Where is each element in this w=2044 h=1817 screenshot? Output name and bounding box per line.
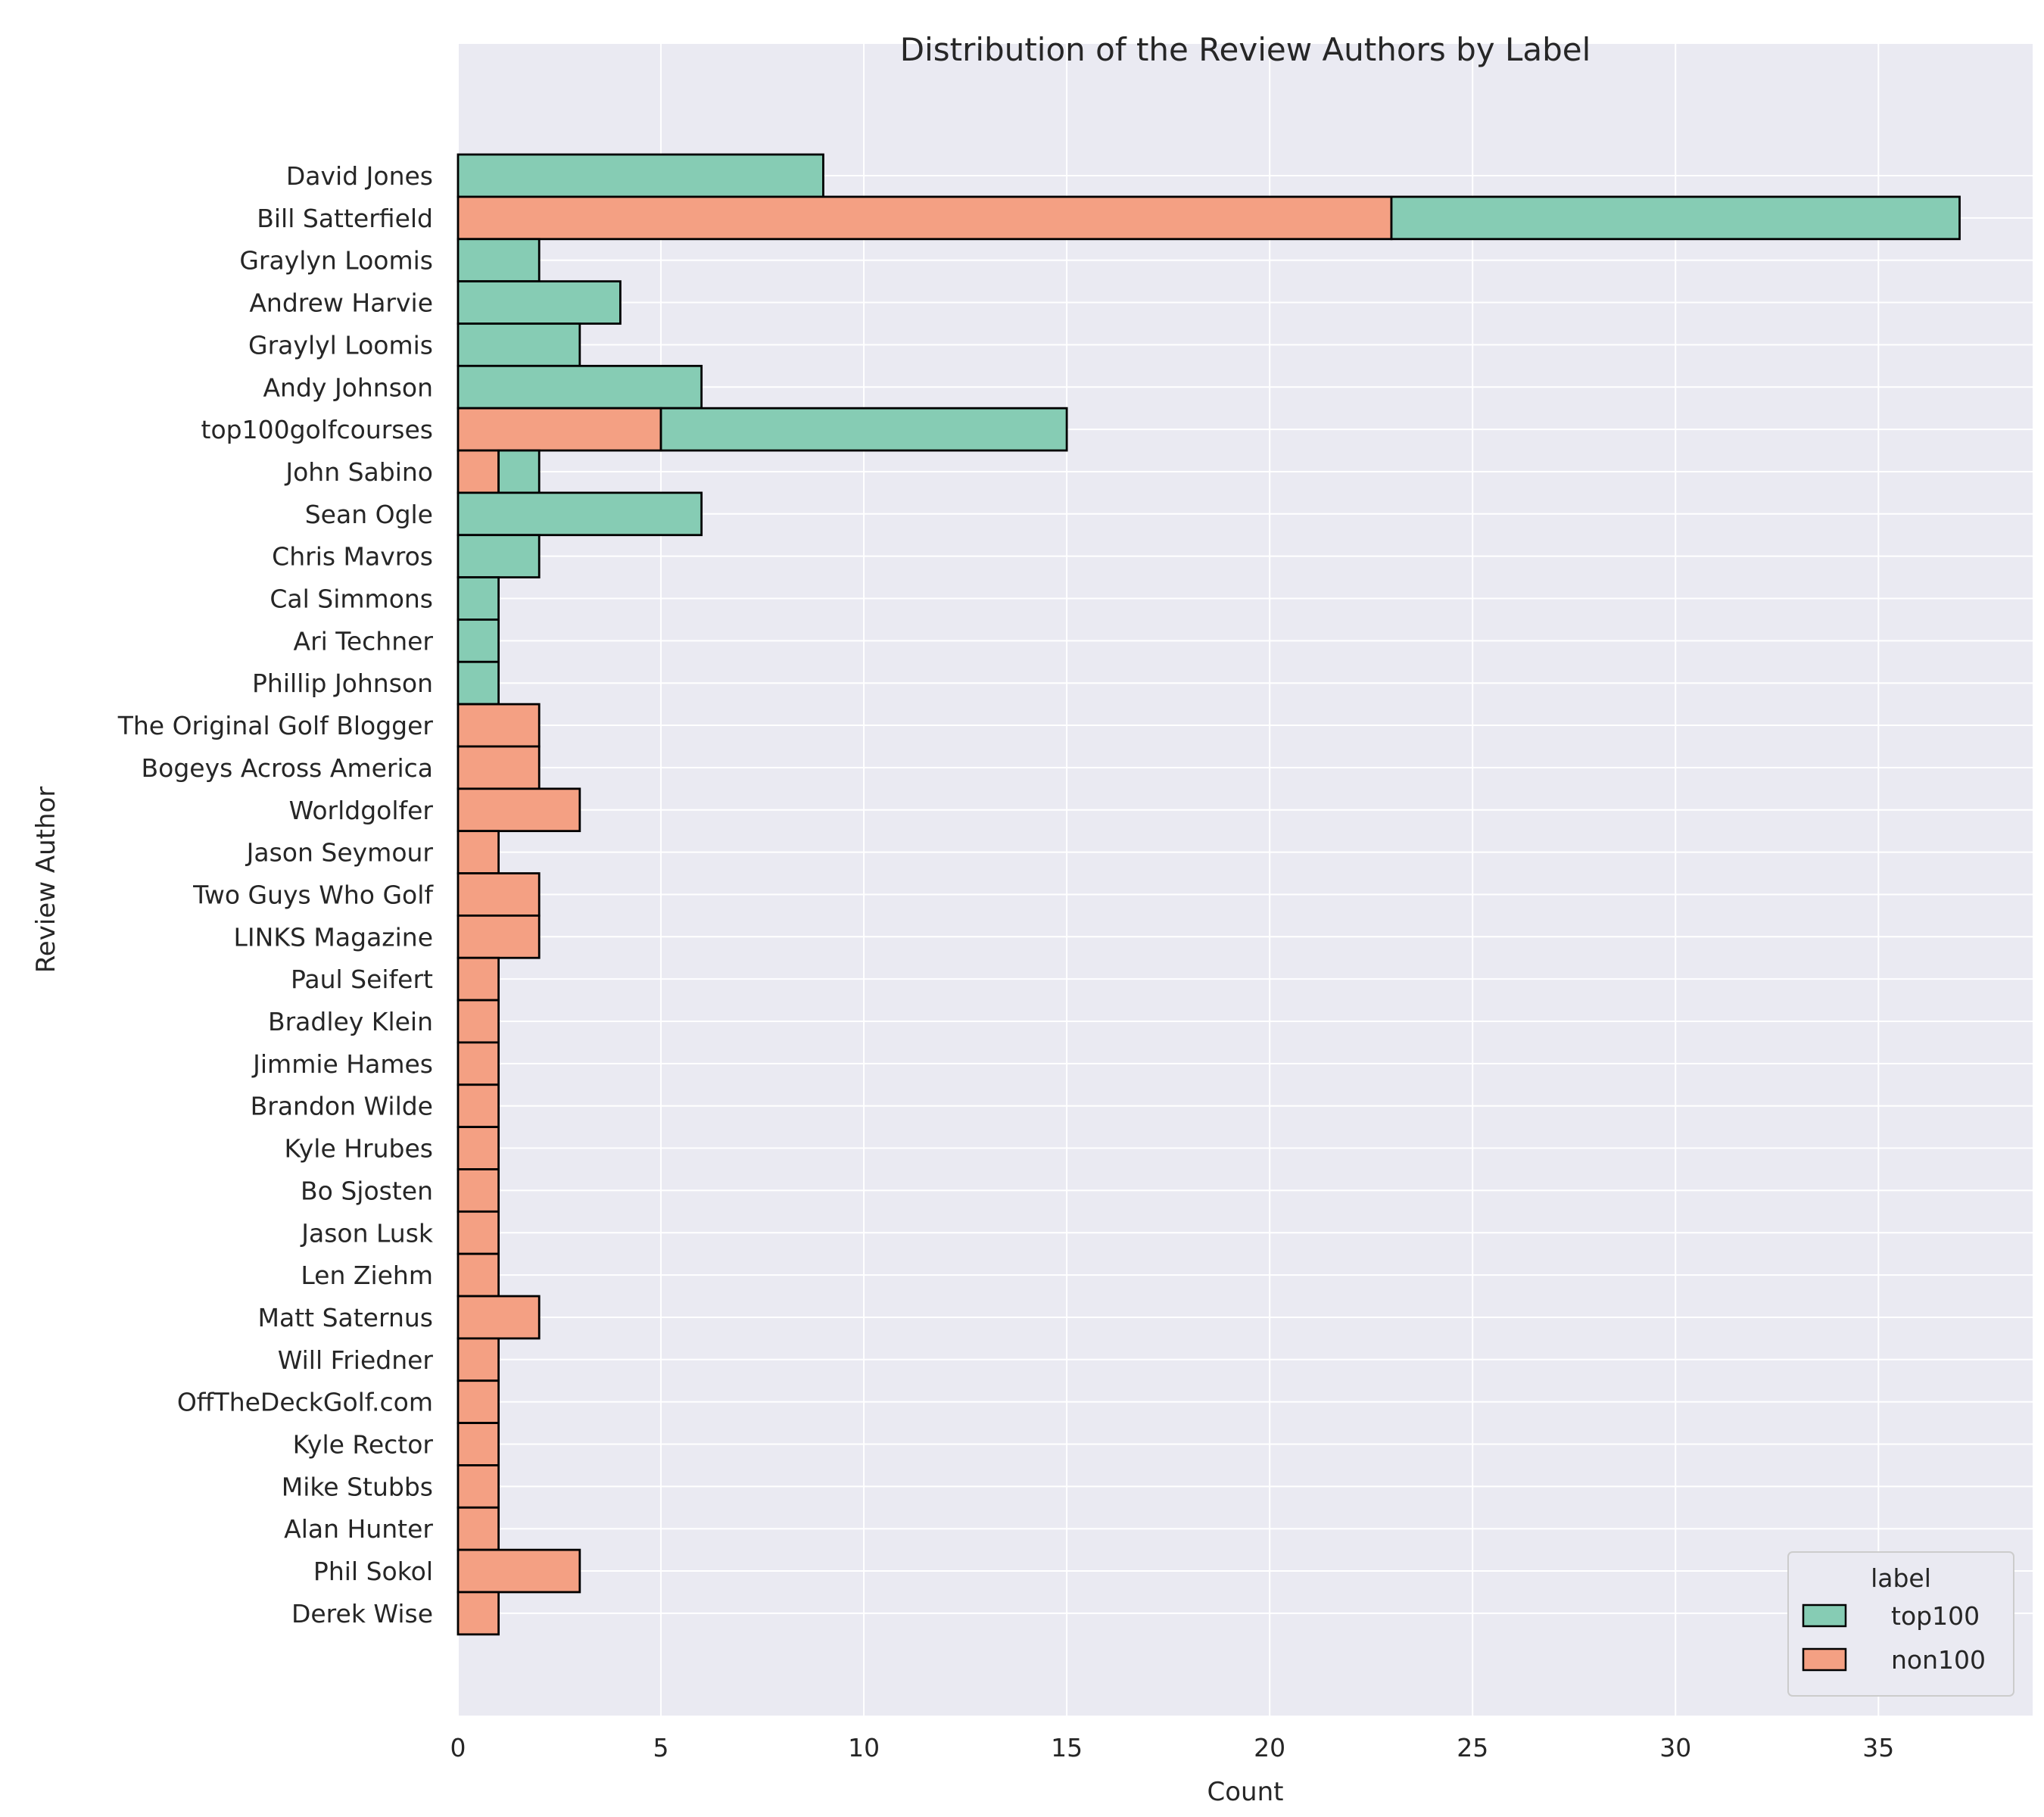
y-tick-label: Ari Techner <box>294 626 434 656</box>
legend-label-non100: non100 <box>1891 1645 1986 1675</box>
bar-non100 <box>456 1041 500 1086</box>
bar-non100 <box>456 703 541 748</box>
y-tick-label: LINKS Magazine <box>234 922 433 952</box>
plot-background <box>458 44 2033 1716</box>
y-tick-label: Bogeys Across America <box>142 753 433 783</box>
bar-top100 <box>456 660 500 706</box>
y-tick-label: Chris Mavros <box>272 542 433 572</box>
bar-non100 <box>456 195 1393 241</box>
y-tick-label: David Jones <box>286 161 433 191</box>
y-tick-label: Matt Saternus <box>258 1303 433 1332</box>
bar-non100 <box>456 1210 500 1255</box>
x-axis-label: Count <box>1207 1777 1284 1807</box>
bar-non100 <box>456 1295 541 1340</box>
x-tick-label: 20 <box>1254 1733 1285 1762</box>
y-tick-label: Paul Seifert <box>291 965 433 994</box>
bar-top100 <box>456 619 500 663</box>
bar-non100 <box>456 872 541 917</box>
y-tick-label: Bradley Klein <box>268 1007 433 1036</box>
y-tick-label: Derek Wise <box>291 1599 433 1628</box>
y-tick-label: Graylyl Loomis <box>248 330 433 360</box>
y-tick-label: Brandon Wilde <box>251 1092 433 1121</box>
x-tick-label: 15 <box>1051 1733 1083 1762</box>
y-tick-label: Cal Simmons <box>270 584 433 614</box>
legend-swatch-top100 <box>1802 1604 1847 1628</box>
y-tick-label: Phil Sokol <box>313 1557 433 1586</box>
x-tick-label: 25 <box>1457 1733 1488 1762</box>
bar-non100 <box>456 1168 500 1213</box>
grid <box>457 44 2033 1716</box>
bar-non100 <box>456 1591 500 1636</box>
bar-top100 <box>456 576 500 621</box>
bar-non100 <box>456 1083 500 1129</box>
bar-non100 <box>456 1548 581 1594</box>
bar-non100 <box>456 1126 500 1170</box>
bar-non100 <box>456 449 500 494</box>
y-tick-label: Andrew Harvie <box>249 288 433 318</box>
bar-top100 <box>456 238 541 283</box>
bar-non100 <box>456 787 581 833</box>
bar-non100 <box>456 1337 500 1382</box>
bar-non100 <box>456 1379 500 1424</box>
bar-non100 <box>456 830 500 874</box>
y-tick-label: Worldgolfer <box>289 796 434 825</box>
bar-non100 <box>456 1506 500 1551</box>
x-tick-label: 0 <box>450 1733 466 1762</box>
y-tick-label: Jason Seymour <box>245 838 434 868</box>
legend-label-top100: top100 <box>1891 1601 1980 1631</box>
y-tick-label: Graylyn Loomis <box>239 246 433 276</box>
bar-non100 <box>456 999 500 1044</box>
y-tick-label: Will Friedner <box>278 1345 434 1375</box>
bar-top100 <box>456 280 622 325</box>
bar-top100 <box>456 491 703 537</box>
y-tick-label: The Original Golf Blogger <box>117 711 434 740</box>
y-tick-label: Mike Stubbs <box>282 1472 433 1501</box>
legend-title: label <box>1871 1563 1931 1593</box>
x-tick-label: 35 <box>1862 1733 1894 1762</box>
y-tick-label: Sean Ogle <box>305 500 433 529</box>
y-tick-label: top100golfcourses <box>201 415 434 444</box>
bars <box>456 153 1961 1636</box>
chart-title: Distribution of the Review Authors by La… <box>900 31 1591 68</box>
y-tick-label: Kyle Hrubes <box>285 1134 433 1164</box>
bar-top100 <box>659 407 1068 452</box>
legend: label top100 non100 <box>1787 1551 2014 1697</box>
x-tick-labels: 0 5 10 15 20 25 30 35 <box>450 1733 1895 1762</box>
y-tick-labels: David Jones Bill Satterfield Graylyn Loomi… <box>117 161 435 1628</box>
y-tick-label: Andy Johnson <box>263 372 433 402</box>
bar-non100 <box>456 745 541 790</box>
bar-non100 <box>456 1422 500 1466</box>
bar-top100 <box>456 364 703 410</box>
bar-non100 <box>456 1252 500 1298</box>
y-tick-label: OffTheDeckGolf.com <box>177 1388 433 1417</box>
y-tick-label: John Sabino <box>284 457 433 487</box>
y-tick-label: Len Ziehm <box>301 1261 433 1290</box>
y-tick-label: Jason Lusk <box>300 1218 434 1248</box>
x-tick-label: 5 <box>653 1733 669 1762</box>
y-tick-label: Bill Satterfield <box>257 204 433 233</box>
y-tick-label: Alan Hunter <box>284 1514 433 1544</box>
bar-non100 <box>456 1464 500 1509</box>
bar-non100 <box>456 407 662 452</box>
bar-non100 <box>456 914 541 959</box>
bar-top100 <box>456 534 541 578</box>
y-tick-label: Two Guys Who Golf <box>192 880 434 909</box>
bar-top100 <box>1390 195 1961 241</box>
bar-top100 <box>497 449 541 494</box>
bar-top100 <box>456 153 824 198</box>
y-tick-label: Bo Sjosten <box>301 1176 433 1205</box>
x-tick-label: 10 <box>848 1733 880 1762</box>
legend-swatch-non100 <box>1802 1647 1847 1672</box>
x-tick-label: 30 <box>1659 1733 1691 1762</box>
y-tick-label: Kyle Rector <box>293 1430 434 1460</box>
bar-top100 <box>456 323 581 367</box>
y-tick-label: Phillip Johnson <box>252 669 433 698</box>
bar-non100 <box>456 956 500 1002</box>
y-axis-label: Review Author <box>31 787 61 974</box>
y-tick-label: Jimmie Hames <box>251 1049 433 1079</box>
